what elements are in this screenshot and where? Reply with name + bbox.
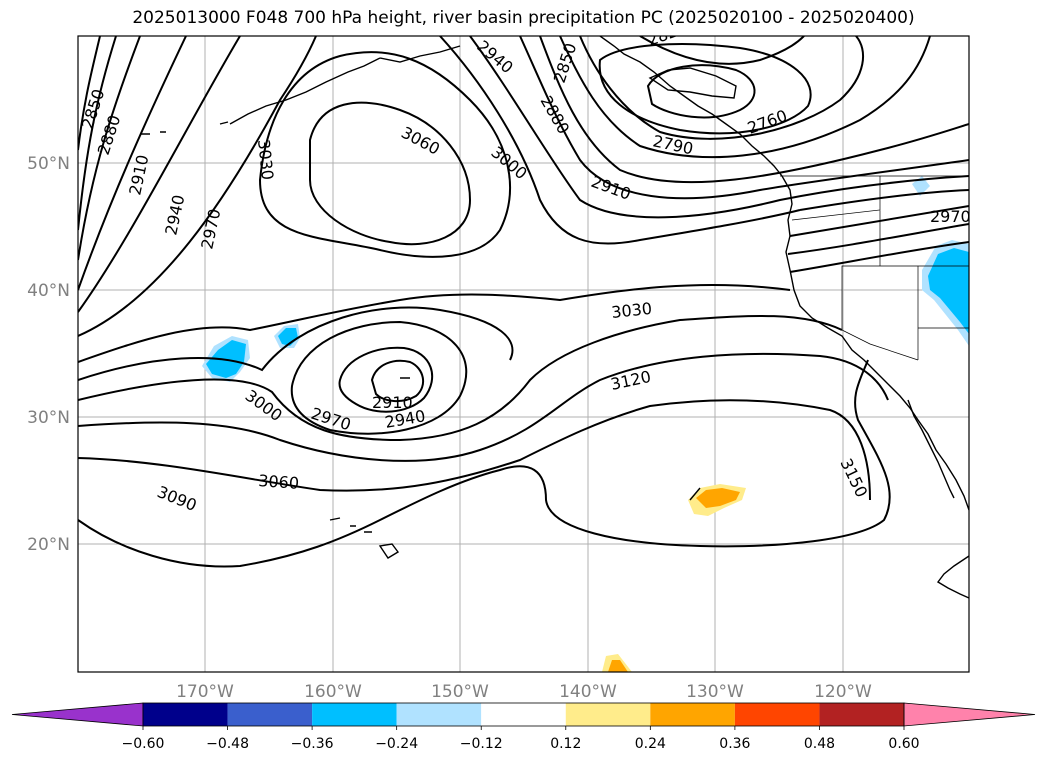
colorbar-tick-label: −0.48 [206, 736, 249, 752]
contour-2970-low [290, 320, 468, 435]
coastlines [140, 36, 969, 599]
contour-3000-east [439, 36, 801, 245]
coastline-mexico-south [936, 555, 969, 599]
colorbar-cell [396, 703, 482, 726]
lat-label-30n: 30°N [27, 408, 70, 428]
colorbar-cell [143, 703, 228, 726]
colorbar-tick-label: 0.36 [719, 736, 750, 752]
contour-2910-east [539, 36, 969, 184]
contour-3090-coast [789, 241, 969, 273]
colorbar-tick-label: 0.48 [804, 736, 835, 752]
contour-2940-low [338, 346, 434, 413]
colorbar-tick-label: −0.36 [291, 736, 334, 752]
colorbar-tick-label: −0.60 [122, 736, 165, 752]
contour-label: 3060 [258, 471, 300, 493]
colorbar-cell [819, 703, 904, 726]
colorbar-cell [734, 703, 820, 726]
contour-labels: 2850 2880 2910 2940 2970 3030 3060 3000 … [78, 36, 971, 515]
longitude-labels: 170°W 160°W 150°W 140°W 130°W 120°W [176, 682, 872, 702]
coastline-alaska-panhandle [648, 67, 737, 99]
contour-3030-mid [78, 283, 791, 363]
lon-label-130w: 130°W [686, 682, 744, 702]
colorbar-outline [142, 702, 905, 727]
lat-label-20n: 20°N [27, 535, 70, 555]
contour-3000-mid [78, 306, 514, 381]
colorbar-extend-high [903, 702, 1036, 727]
colorbar: −0.60 −0.48 −0.36 −0.24 −0.12 0.12 0.24 0.36 0.4… [11, 702, 1036, 752]
lon-label-140w: 140°W [559, 682, 617, 702]
colorbar-tick-label: −0.24 [375, 736, 418, 752]
colorbar-tick-label: 0.12 [550, 736, 581, 752]
lon-label-170w: 170°W [176, 682, 234, 702]
contour-label: 3030 [254, 138, 277, 180]
contour-2970-west [78, 36, 241, 313]
contour-2850-west [78, 36, 101, 151]
coastline-small-islands [400, 377, 701, 501]
contour-2910-west [78, 36, 141, 261]
contour-label: 2910 [372, 393, 413, 412]
contour-3090-mid [78, 352, 889, 462]
precip-positive-2 [608, 660, 628, 672]
contour-3060-coast [787, 223, 969, 255]
coastline-north-america [599, 36, 969, 511]
map-frame [77, 35, 970, 673]
colorbar-cell [650, 703, 735, 726]
lon-label-160w: 160°W [304, 682, 362, 702]
borders [780, 175, 969, 361]
contour-3030-coast [789, 205, 969, 237]
contour-2880-east [559, 36, 931, 159]
contour-3000-coast [799, 189, 969, 211]
colorbar-tick-label: 0.24 [635, 736, 666, 752]
contour-3060-ridge [309, 101, 472, 246]
contour-2850-east [579, 36, 864, 140]
colorbar-cells [11, 702, 1036, 727]
latitude-labels: 50°N 40°N 30°N 20°N [27, 154, 70, 555]
contour-2760-low [639, 36, 805, 65]
lon-label-120w: 120°W [814, 682, 872, 702]
border-states [791, 176, 969, 361]
colorbar-cell [227, 703, 313, 726]
contour-2910-low [370, 359, 425, 402]
colorbar-ticks: −0.60 −0.48 −0.36 −0.24 −0.12 0.12 0.24 0.36 0.4… [122, 726, 920, 752]
contour-2880-west [78, 36, 117, 231]
lat-label-50n: 50°N [27, 154, 70, 174]
contour-label: 2970 [930, 207, 971, 226]
contour-3120 [78, 399, 871, 501]
precip-negative-3 [928, 248, 969, 334]
map-title: 2025013000 F048 700 hPa height, river ba… [132, 8, 915, 28]
colorbar-cell [565, 703, 651, 726]
contour-2820-low [598, 43, 812, 135]
contour-3060-mid [78, 314, 843, 442]
contour-2940-west [78, 36, 187, 291]
coastline-aleutians [229, 57, 381, 125]
colorbar-cell [312, 703, 397, 726]
colorbar-tick-label: 0.60 [888, 736, 919, 752]
colorbar-extend-low [11, 702, 144, 727]
colorbar-tick-label: −0.12 [460, 736, 503, 752]
contour-3000-west [78, 36, 317, 337]
contour-2940-east [519, 36, 969, 200]
contour-2970-east [469, 36, 969, 219]
lon-label-150w: 150°W [431, 682, 489, 702]
precip-positive-1 [696, 488, 740, 508]
gridlines [78, 36, 969, 672]
contour-3150 [78, 359, 891, 568]
coastline-hawaii [329, 517, 400, 559]
height-contours [78, 36, 969, 568]
contour-label: 3030 [610, 299, 652, 322]
contour-2790-low [646, 64, 756, 119]
lat-label-40n: 40°N [27, 281, 70, 301]
colorbar-cell [481, 703, 566, 726]
contour-3030-ridge [258, 51, 511, 258]
map-panel: 2850 2880 2910 2940 2970 3030 3060 3000 … [77, 35, 971, 673]
coastline-alaska-peninsula [379, 45, 461, 63]
coastline-baja-gulf [907, 399, 955, 499]
